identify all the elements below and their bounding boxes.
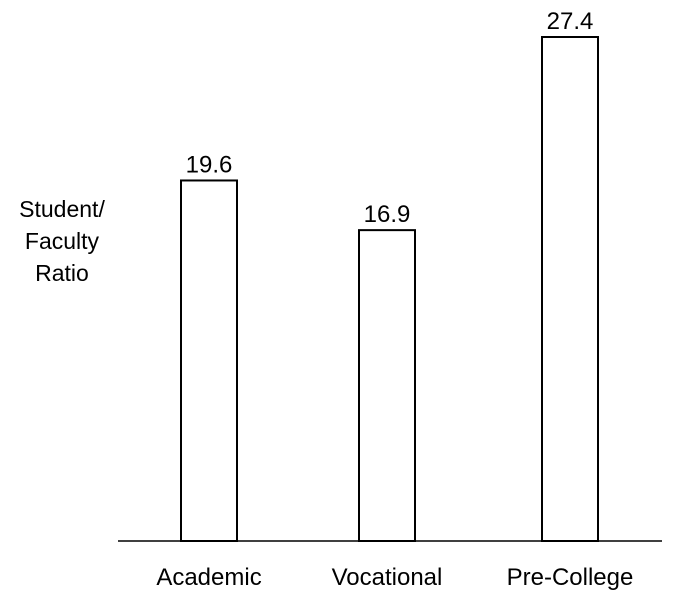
bar-academic [180, 179, 238, 542]
value-label-pre-college: 27.4 [547, 8, 594, 35]
category-labels: Academic Vocational Pre-College [156, 564, 633, 591]
category-label-vocational: Vocational [332, 564, 443, 591]
bars [180, 36, 599, 543]
category-label-pre-college: Pre-College [507, 564, 634, 591]
y-axis-label-line-3: Ratio [35, 260, 89, 286]
value-label-academic: 19.6 [186, 151, 233, 178]
value-label-vocational: 16.9 [364, 201, 411, 228]
y-axis-label: Student/ Faculty Ratio [19, 196, 105, 286]
value-labels: 19.6 16.9 27.4 [186, 8, 594, 228]
y-axis-label-line-2: Faculty [25, 228, 100, 254]
y-axis-label-line-1: Student/ [19, 196, 105, 222]
bar-vocational [358, 229, 416, 543]
bar-pre-college [541, 36, 599, 542]
category-label-academic: Academic [156, 564, 261, 591]
